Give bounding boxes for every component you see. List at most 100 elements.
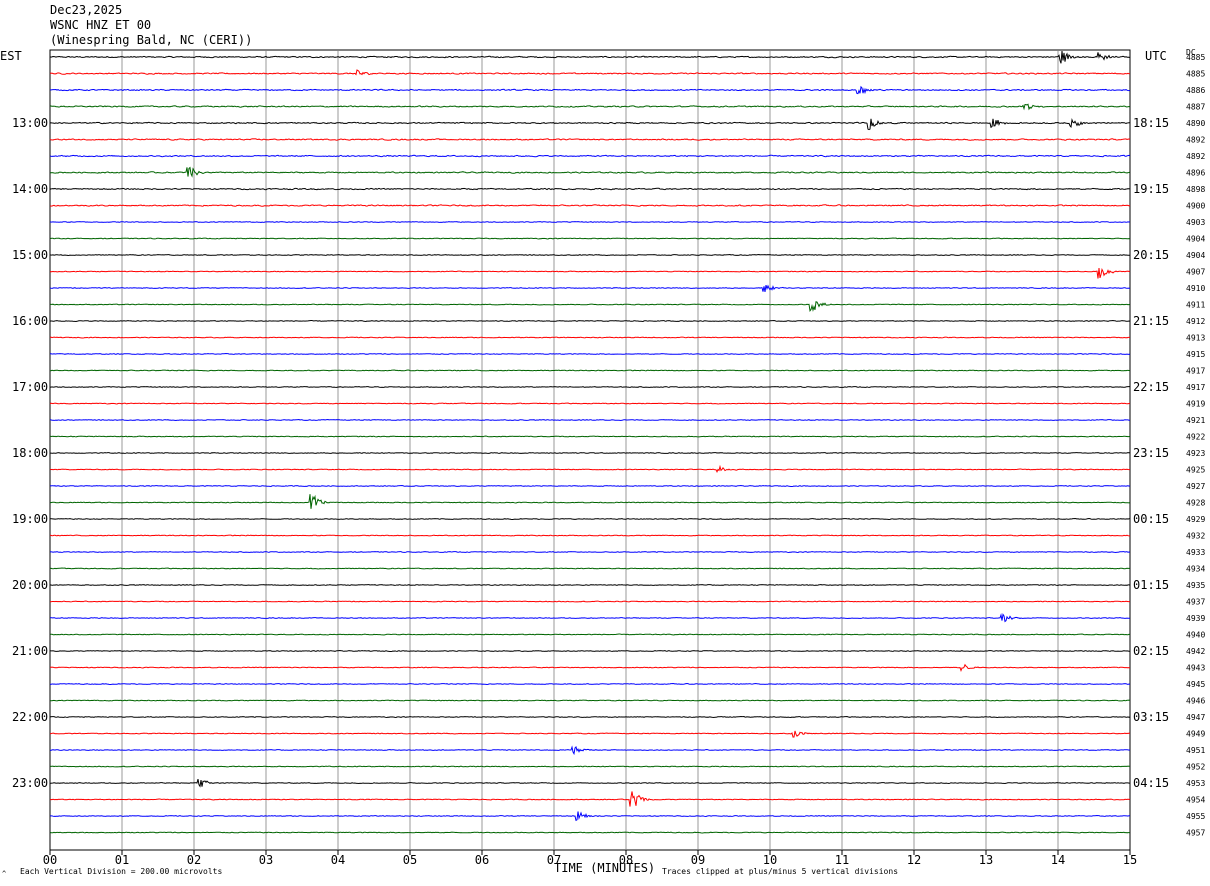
right-hour-label: 20:15 xyxy=(1133,248,1169,262)
x-tick-label: 06 xyxy=(475,853,489,867)
x-tick-label: 02 xyxy=(187,853,201,867)
dc-offset-label: 4921 xyxy=(1186,416,1205,425)
trace-line xyxy=(50,386,1130,388)
trace-line xyxy=(49,791,1131,807)
plot-date: Dec23,2025 xyxy=(50,3,123,17)
trace-line xyxy=(49,268,1131,279)
dc-offset-label: 4939 xyxy=(1186,614,1205,623)
left-hour-label: 15:00 xyxy=(12,248,48,262)
trace-line xyxy=(49,187,1131,191)
right-timezone-label: UTC xyxy=(1145,49,1167,63)
x-tick-label: 11 xyxy=(835,853,849,867)
trace-line xyxy=(49,301,1131,313)
x-tick-label: 00 xyxy=(43,853,57,867)
trace-line xyxy=(49,418,1131,422)
left-hour-label: 19:00 xyxy=(12,512,48,526)
dc-offset-label: 4885 xyxy=(1186,70,1205,79)
right-hour-label: 23:15 xyxy=(1133,446,1169,460)
dc-offset-label: 4896 xyxy=(1186,169,1205,178)
dc-offset-label: 4919 xyxy=(1186,400,1205,409)
dc-offset-label: 4937 xyxy=(1186,598,1205,607)
right-hour-label: 22:15 xyxy=(1133,380,1169,394)
x-tick-label: 05 xyxy=(403,853,417,867)
trace-line xyxy=(49,811,1130,822)
trace-line xyxy=(49,402,1131,405)
x-tick-label: 03 xyxy=(259,853,273,867)
trace-line xyxy=(50,221,1131,224)
trace-line xyxy=(49,85,1131,95)
dc-offset-label: 4940 xyxy=(1186,631,1205,640)
trace-line xyxy=(49,730,1131,738)
trace-line xyxy=(49,663,1130,672)
x-tick-label: 04 xyxy=(331,853,345,867)
trace-line xyxy=(49,715,1131,719)
trace-line xyxy=(50,369,1131,372)
station-location: (Winespring Bald, NC (CERI)) xyxy=(50,33,253,47)
trace-line xyxy=(49,699,1131,702)
trace-line xyxy=(49,336,1130,339)
trace-line xyxy=(49,517,1130,521)
trace-line xyxy=(50,778,1130,788)
dc-offset-label: 4892 xyxy=(1186,152,1205,161)
station-code: WSNC HNZ ET 00 xyxy=(50,18,152,32)
left-hour-label: 16:00 xyxy=(12,314,48,328)
trace-line xyxy=(49,765,1131,768)
trace-line xyxy=(49,682,1131,686)
right-hour-label: 19:15 xyxy=(1133,182,1169,196)
left-hour-label: 23:00 xyxy=(12,776,48,790)
dc-offset-label: 4887 xyxy=(1186,103,1205,112)
dc-offset-label: 4923 xyxy=(1186,449,1205,458)
trace-line xyxy=(49,600,1131,603)
trace-line xyxy=(50,253,1130,257)
dc-offset-label: 4935 xyxy=(1186,581,1205,590)
dc-offset-label: 4900 xyxy=(1186,202,1205,211)
x-tick-label: 09 xyxy=(691,853,705,867)
right-hour-label: 03:15 xyxy=(1133,710,1169,724)
x-tick-label: 15 xyxy=(1123,853,1137,867)
x-tick-label: 13 xyxy=(979,853,993,867)
dc-offset-label: 4913 xyxy=(1186,334,1205,343)
dc-offset-label: 4934 xyxy=(1186,565,1205,574)
right-hour-label: 00:15 xyxy=(1133,512,1169,526)
trace-line xyxy=(49,103,1131,111)
plot-frame xyxy=(49,49,1131,851)
trace-line xyxy=(49,166,1131,178)
dc-offset-label: 4917 xyxy=(1186,383,1205,392)
dc-offset-label: 4885 xyxy=(1186,53,1205,62)
trace-line xyxy=(49,484,1131,488)
trace-line xyxy=(49,745,1131,756)
trace-line xyxy=(50,613,1130,623)
trace-line xyxy=(49,69,1131,76)
trace-line xyxy=(49,494,1131,509)
left-hour-label: 17:00 xyxy=(12,380,48,394)
trace-line xyxy=(50,352,1131,355)
x-tick-label: 07 xyxy=(547,853,561,867)
dc-offset-label: 4915 xyxy=(1186,350,1205,359)
trace-line xyxy=(49,51,1131,64)
x-axis-label: TIME (MINUTES) xyxy=(554,861,656,875)
dc-offset-label: 4904 xyxy=(1186,251,1205,260)
dc-offset-label: 4927 xyxy=(1186,482,1205,491)
dc-offset-label: 4946 xyxy=(1186,697,1205,706)
dc-offset-label: 4943 xyxy=(1186,664,1205,673)
trace-line xyxy=(49,633,1131,636)
left-hour-label: 22:00 xyxy=(12,710,48,724)
left-hour-label: 20:00 xyxy=(12,578,48,592)
trace-line xyxy=(49,649,1131,652)
dc-offset-label: 4953 xyxy=(1186,779,1205,788)
left-hour-label: 21:00 xyxy=(12,644,48,658)
scale-note: Each Vertical Division = 200.00 microvol… xyxy=(20,867,223,876)
trace-line xyxy=(49,551,1131,554)
trace-line xyxy=(49,831,1131,834)
left-hour-label: 13:00 xyxy=(12,116,48,130)
dc-offset-label: 4903 xyxy=(1186,218,1205,227)
trace-line xyxy=(49,534,1131,537)
dc-offset-label: 4911 xyxy=(1186,301,1205,310)
dc-offset-label: 4933 xyxy=(1186,548,1205,557)
trace-line xyxy=(50,204,1131,207)
trace-line xyxy=(49,435,1130,438)
dc-offset-label: 4957 xyxy=(1186,829,1205,838)
left-hour-label: 18:00 xyxy=(12,446,48,460)
left-timezone-label: EST xyxy=(0,49,22,63)
